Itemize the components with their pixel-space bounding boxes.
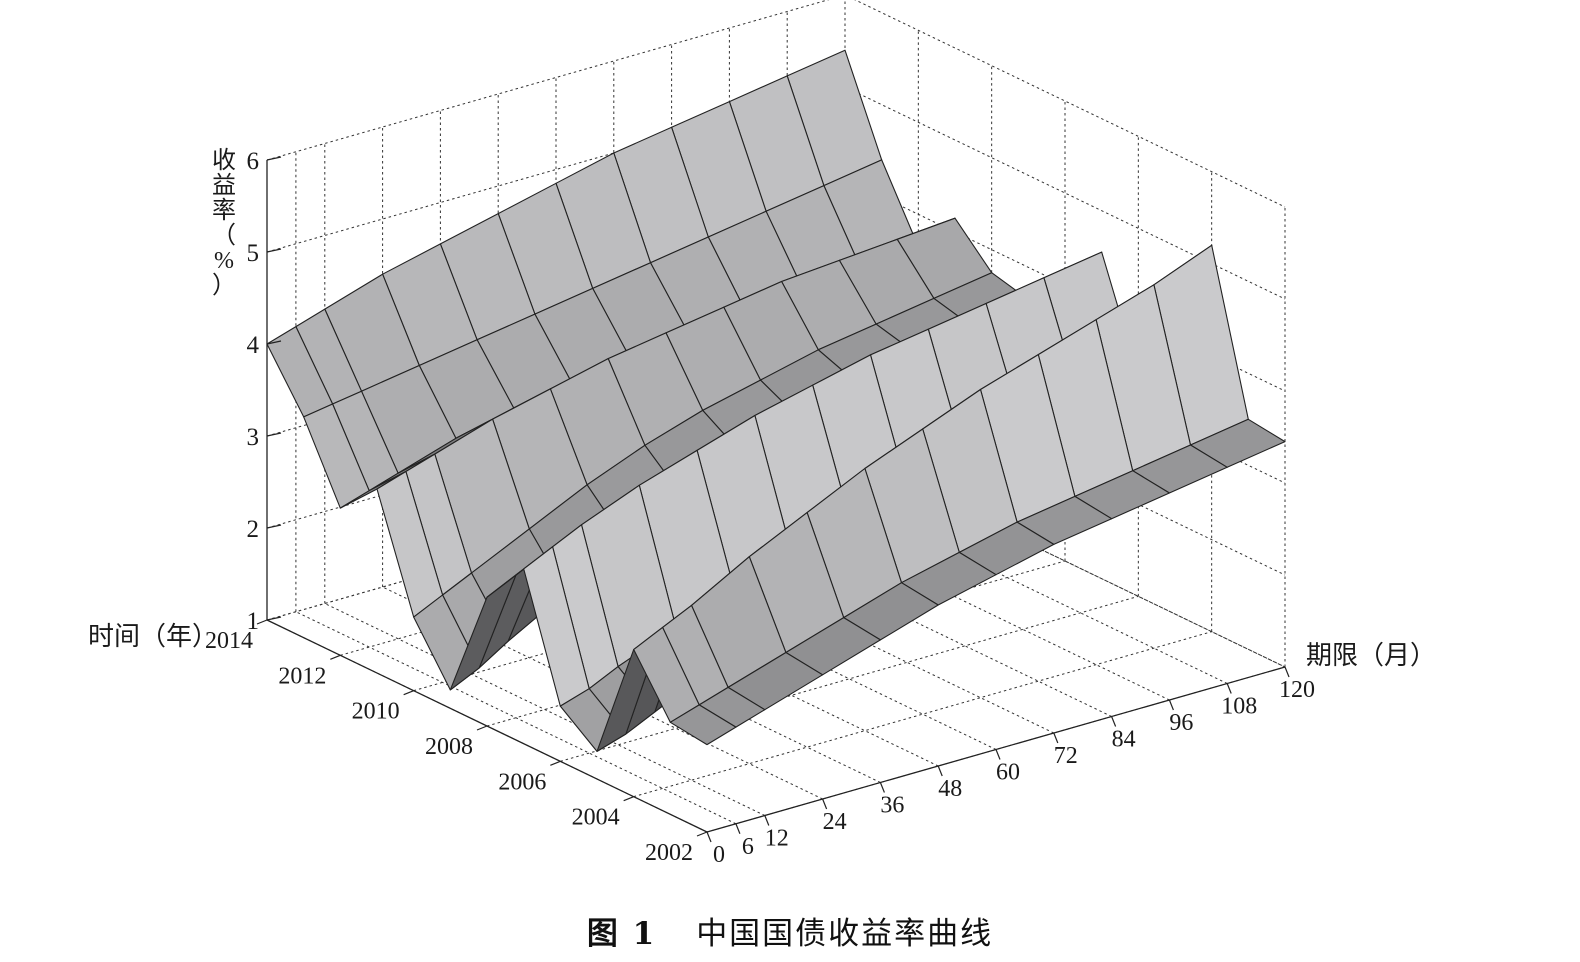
floor-grid-line <box>324 603 766 816</box>
figure-number: 图 1 <box>586 916 657 952</box>
figure-caption: 图 1 中国国债收益率曲线 <box>0 908 1580 953</box>
year-tick-label: 2010 <box>352 699 400 725</box>
maturity-axis-label: 期限（月） <box>1306 641 1436 670</box>
maturity-tick-label: 6 <box>742 834 754 860</box>
maturity-tick <box>706 831 712 843</box>
year-tick <box>696 831 708 837</box>
floor-grid-line <box>633 631 1212 798</box>
year-tick <box>476 725 488 731</box>
year-tick <box>330 654 341 660</box>
year-tick <box>403 690 414 696</box>
year-tick <box>623 796 634 802</box>
z-axis-label-char: 益 <box>212 172 236 199</box>
grid-line <box>266 0 1286 208</box>
year-tick-label: 2014 <box>205 628 253 654</box>
chart-canvas: 123456收益率（%）2002200420062008201020122014… <box>88 0 1436 868</box>
z-tick-label: 3 <box>247 424 260 451</box>
maturity-tick <box>1168 699 1174 711</box>
z-tick <box>266 432 282 437</box>
maturity-tick-label: 96 <box>1169 710 1193 736</box>
year-axis-label: 时间（年） <box>88 622 218 651</box>
z-tick <box>266 156 282 161</box>
axes <box>256 156 1290 843</box>
maturity-tick-label: 36 <box>880 793 904 819</box>
z-tick-label: 4 <box>247 332 260 359</box>
z-tick-label: 1 <box>247 608 260 635</box>
maturity-tick <box>937 765 943 777</box>
floor-grid-line <box>295 611 737 825</box>
year-tick-label: 2004 <box>572 805 620 831</box>
figure-title: 中国国债收益率曲线 <box>696 916 994 952</box>
maturity-tick <box>764 815 770 826</box>
z-axis-label-char: ） <box>212 273 236 299</box>
axis-labels: 123456收益率（%）2002200420062008201020122014… <box>88 147 1436 868</box>
maturity-tick <box>879 782 885 793</box>
maturity-tick <box>1053 732 1059 744</box>
surface-mesh <box>266 49 1286 752</box>
maturity-tick-label: 48 <box>938 776 962 802</box>
z-axis-label-char: 收 <box>212 147 236 174</box>
maturity-tick-label: 108 <box>1221 694 1257 720</box>
maturity-tick-label: 72 <box>1054 743 1078 769</box>
z-tick-label: 2 <box>247 516 260 543</box>
maturity-tick <box>1111 716 1117 727</box>
year-tick-label: 2012 <box>278 663 326 689</box>
maturity-tick-label: 120 <box>1279 677 1315 703</box>
surface-patch <box>669 704 737 746</box>
year-tick <box>256 619 268 625</box>
maturity-tick <box>1284 666 1290 678</box>
year-tick-label: 2008 <box>425 734 473 760</box>
z-tick-label: 5 <box>247 240 260 267</box>
maturity-tick <box>735 823 741 834</box>
maturity-tick <box>1226 683 1232 694</box>
maturity-tick-label: 24 <box>823 809 847 835</box>
z-axis-label-char: （ <box>212 223 236 249</box>
maturity-tick <box>822 798 828 810</box>
maturity-tick-label: 60 <box>996 760 1020 786</box>
z-tick <box>266 524 282 529</box>
year-tick-label: 2002 <box>645 840 693 866</box>
z-axis-label-char: % <box>214 248 234 274</box>
z-tick-label: 6 <box>247 148 260 175</box>
maturity-tick-label: 84 <box>1112 727 1136 753</box>
maturity-tick-label: 12 <box>765 826 789 852</box>
maturity-tick-label: 0 <box>713 842 725 868</box>
z-axis-label-char: 率 <box>212 197 236 224</box>
floor-grid-line <box>560 595 1139 762</box>
year-tick-label: 2006 <box>498 769 546 795</box>
z-tick <box>266 340 282 345</box>
z-tick <box>266 248 282 253</box>
z-tick <box>266 616 282 621</box>
year-tick <box>550 760 561 766</box>
maturity-tick <box>995 749 1001 760</box>
